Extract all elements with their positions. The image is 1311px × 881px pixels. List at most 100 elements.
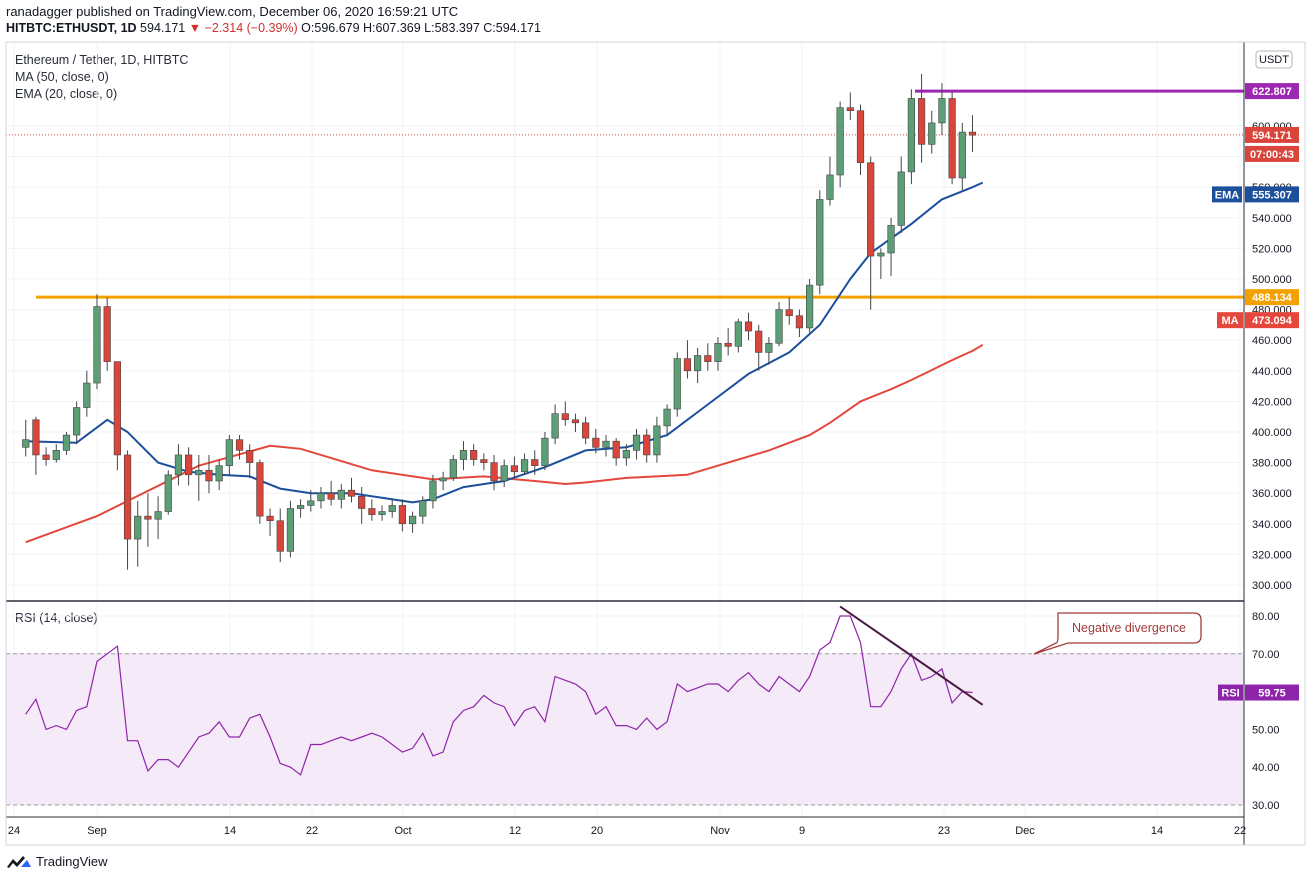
price-tick-label: 540.000 (1252, 213, 1292, 225)
time-tick-label: Oct (394, 825, 411, 837)
candle-up (714, 342, 722, 362)
ema-line (25, 181, 984, 504)
price-tick-label: 500.000 (1252, 274, 1292, 286)
ema-value-tag: 555.307 (1252, 189, 1292, 201)
time-tick-label: 20 (591, 825, 603, 837)
candle-up (164, 474, 172, 512)
candle-up (154, 511, 162, 520)
candle-up (317, 492, 325, 502)
candle-down (612, 440, 620, 459)
candle-down (795, 315, 804, 329)
resistance-tag: 622.807 (1252, 86, 1292, 98)
legend-rsi[interactable]: RSI (14, close) (15, 611, 98, 625)
ma-value-tag: 473.094 (1252, 315, 1293, 327)
candle-up (775, 309, 783, 344)
candle-down (32, 419, 40, 456)
candle-down (683, 358, 692, 372)
candle-up (734, 321, 742, 347)
price-tick-label: 400.000 (1252, 427, 1292, 439)
candle-down (582, 422, 590, 439)
candle-down (103, 306, 111, 362)
currency-button (1255, 50, 1293, 69)
candle-down (256, 462, 264, 517)
candle-up (887, 225, 895, 254)
rsi-label-tag: RSI (1221, 688, 1239, 700)
candle-up (93, 306, 101, 384)
time-tick-label: 23 (938, 825, 950, 837)
candle-up (225, 439, 233, 466)
rsi-value-tag: 59.75 (1258, 688, 1286, 700)
legend-ma[interactable]: MA (50, close, 0) (15, 70, 109, 84)
time-tick-label: 12 (509, 825, 521, 837)
candle-down (480, 459, 488, 463)
candle-down (744, 321, 753, 332)
rsi-tick-label: 70.00 (1252, 649, 1280, 661)
candle-down (185, 454, 193, 476)
candle-up (378, 511, 386, 515)
candle-down (246, 450, 254, 463)
candle-up (653, 425, 661, 456)
ohlc-values: O:596.679 H:607.369 L:583.397 C:594.171 (301, 21, 541, 35)
time-tick-label: 22 (306, 825, 318, 837)
divergence-trendline (839, 605, 984, 706)
candle-down (643, 434, 651, 456)
callout-label: Negative divergence (1072, 621, 1186, 635)
last-price: 594.171 (140, 21, 186, 35)
candle-down (327, 492, 335, 500)
candle-up (215, 465, 223, 482)
candle-up (836, 107, 844, 176)
time-tick-label: Nov (710, 825, 730, 837)
candle-up (73, 407, 81, 436)
candle-up (83, 382, 91, 408)
symbol-ohlc-line: HITBTC:ETHUSDT, 1D 594.171 ▼ −2.314 (−0.… (6, 21, 541, 35)
candle-down (917, 98, 926, 145)
candle-up (663, 408, 671, 427)
candle-up (673, 358, 681, 410)
candle-up (408, 515, 417, 525)
candle-up (174, 454, 183, 476)
rsi-band (6, 653, 1244, 805)
candle-down (561, 413, 569, 421)
rsi-label-tag-bg (1218, 684, 1243, 701)
candles (22, 73, 977, 570)
indicator-lines (25, 181, 984, 544)
price-tick-label: 360.000 (1252, 488, 1292, 500)
time-tick-label: 24 (8, 825, 20, 837)
candle-down (347, 489, 356, 497)
candle-down (856, 110, 865, 164)
candle-down (368, 508, 376, 515)
candle-down (968, 131, 977, 136)
candle-down (867, 162, 875, 257)
legend-ema[interactable]: EMA (20, close, 0) (15, 87, 118, 101)
candle-down (785, 309, 793, 317)
time-tick-label: Dec (1015, 825, 1035, 837)
price-tick-label: 380.000 (1252, 458, 1292, 470)
time-axis[interactable]: 24 Sep 14 22 Oct 12 20 Nov 9 23 Dec 14 22 (8, 825, 1246, 837)
rsi-lines (6, 605, 1244, 806)
price-change: ▼ −2.314 (−0.39%) (188, 21, 298, 35)
rsi-tick-label: 80.00 (1252, 611, 1280, 623)
candle-up (195, 469, 203, 476)
candle-up (296, 505, 305, 509)
candle-down (113, 361, 121, 456)
candle-up (429, 480, 437, 502)
candle-up (907, 98, 915, 173)
candle-down (846, 107, 854, 111)
last-price-tag: 594.171 (1252, 130, 1292, 142)
footer-brand[interactable]: TradingView (6, 854, 108, 869)
time-tick-label: 14 (224, 825, 236, 837)
time-tick-label: 22 (1234, 825, 1246, 837)
rsi-tick-label: 40.00 (1252, 762, 1280, 774)
candle-down (592, 437, 600, 448)
rsi-line (25, 615, 973, 776)
candle-up (62, 434, 71, 451)
candle-up (805, 284, 814, 329)
candle-up (520, 459, 529, 473)
rsi-tick-label: 50.00 (1252, 724, 1280, 736)
axis-tags: 622.807 594.171 07:00:43 EMA 555.307 488.134 M… (1212, 83, 1299, 701)
candle-down (704, 355, 712, 362)
candle-up (134, 515, 142, 540)
candle-down (755, 330, 763, 353)
